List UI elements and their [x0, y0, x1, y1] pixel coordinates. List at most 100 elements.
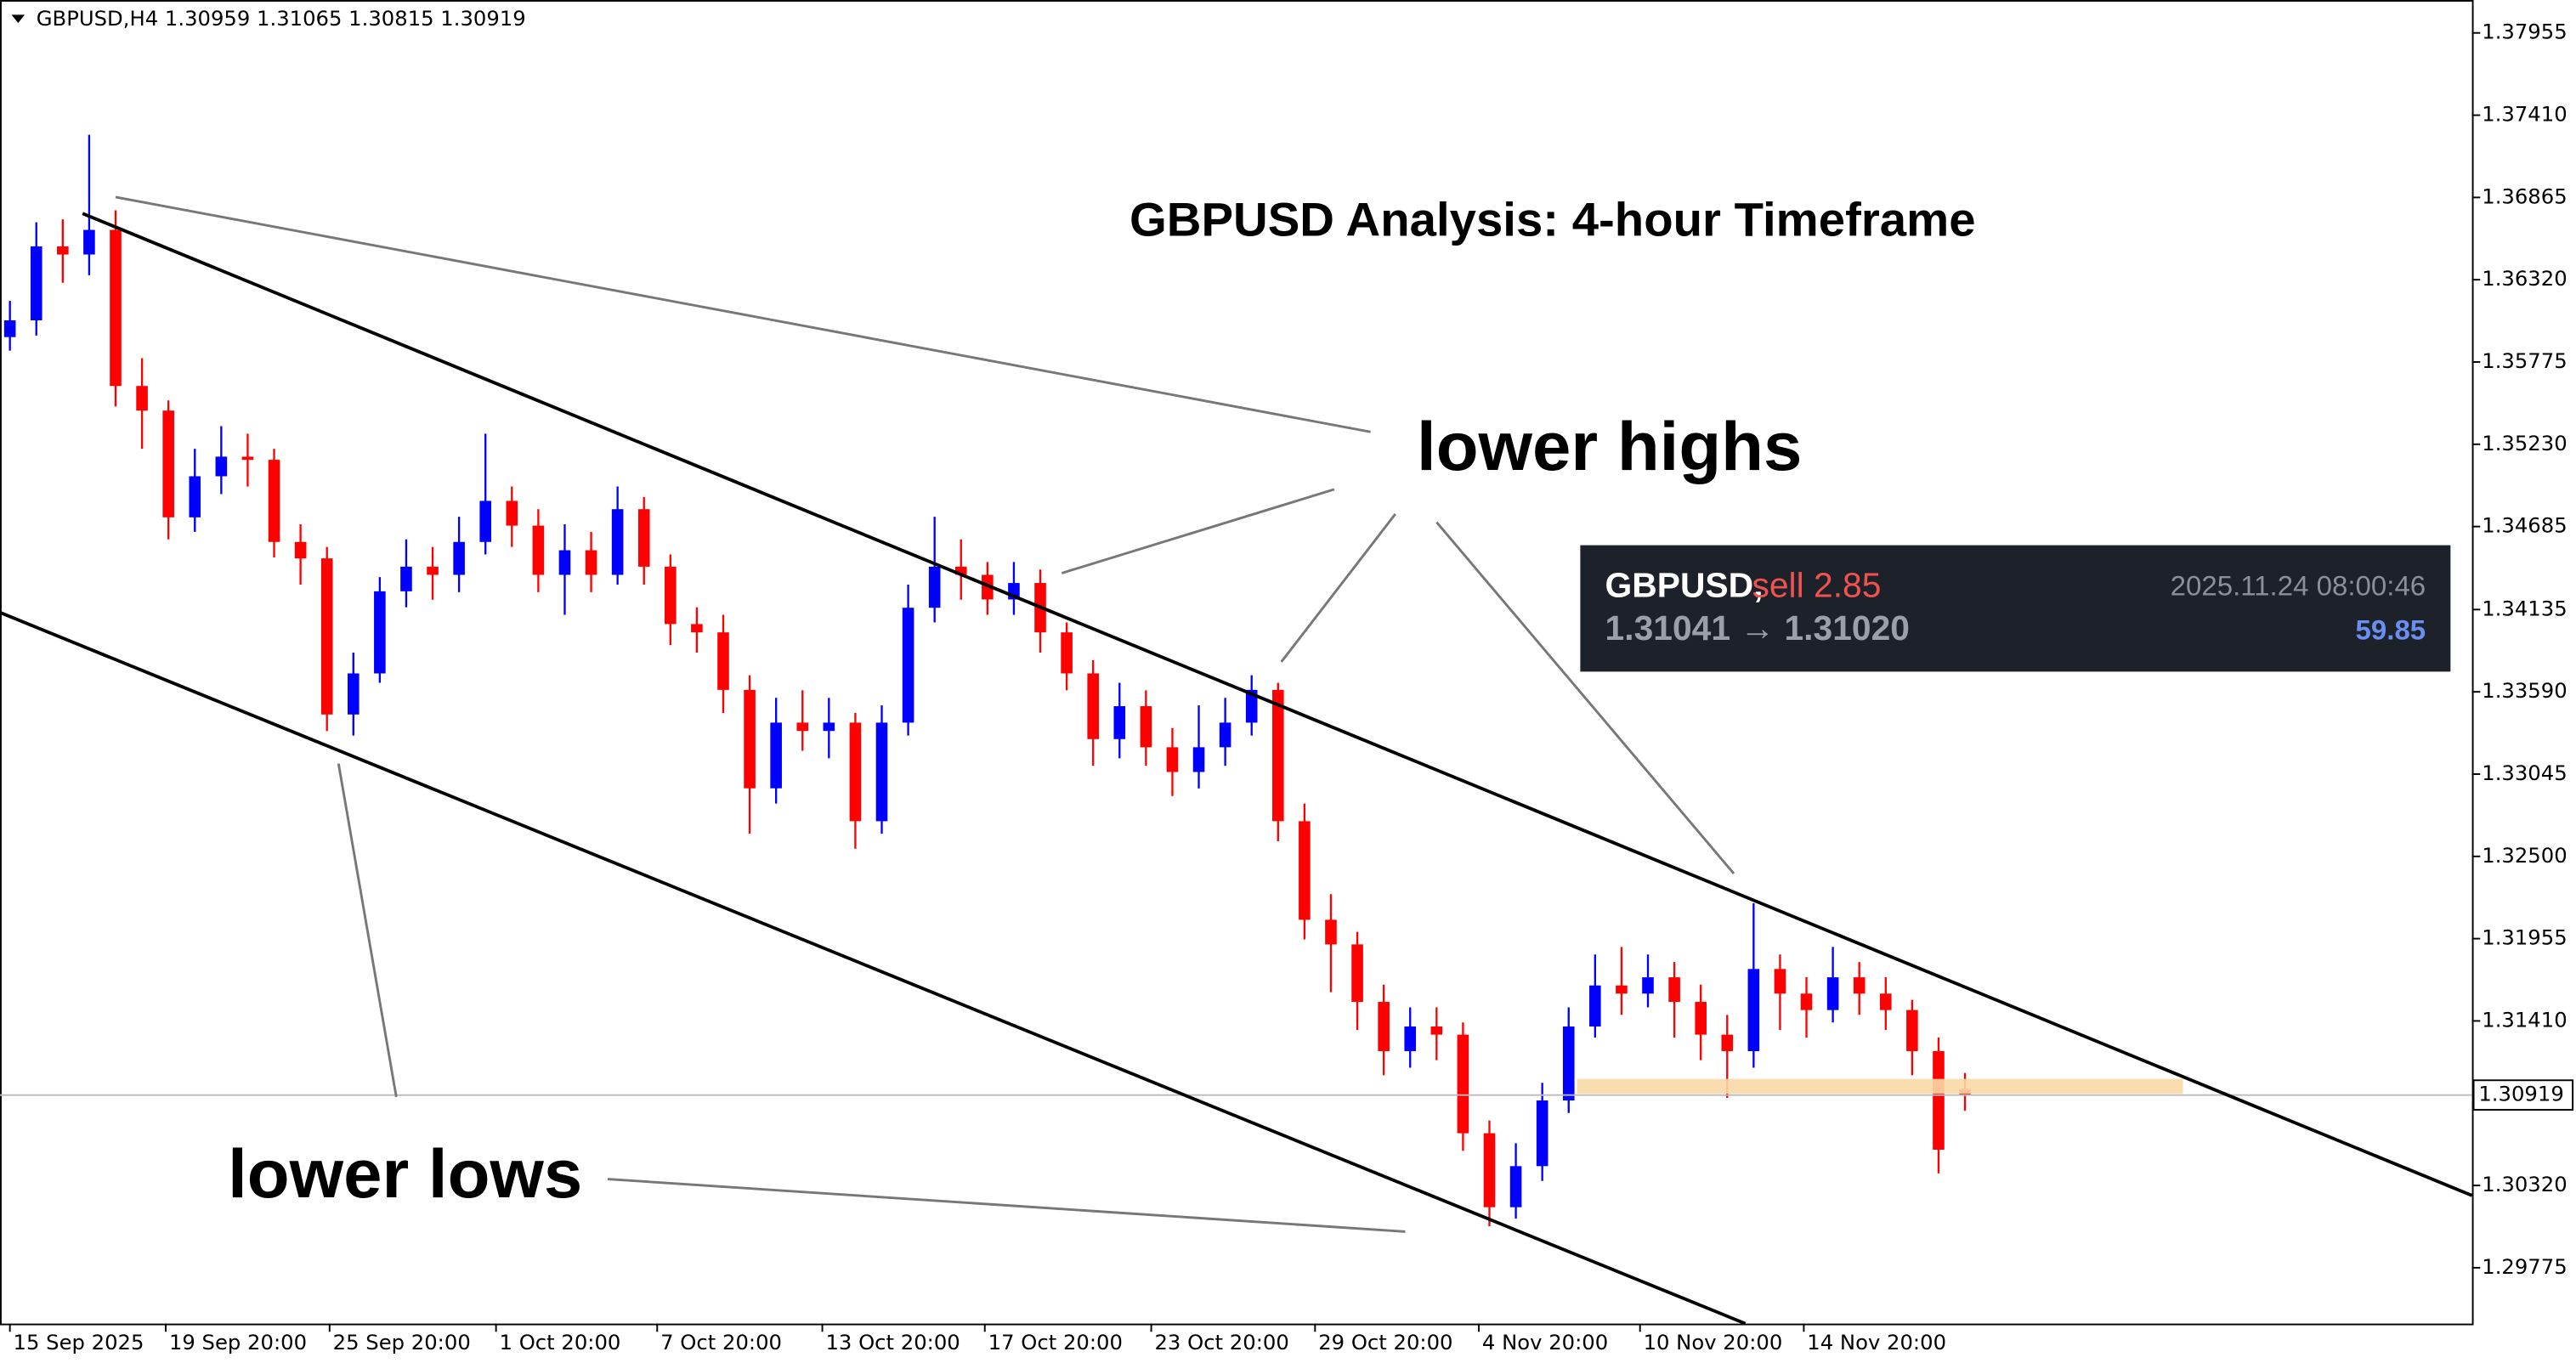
- candle-body: [1061, 632, 1073, 674]
- panel-background: [1580, 545, 2451, 672]
- candle-body: [875, 722, 888, 822]
- y-tick-label: 1.31410: [2482, 1008, 2567, 1032]
- y-tick-label: 1.35775: [2482, 349, 2567, 373]
- candle-body: [1166, 747, 1179, 772]
- candle-body: [57, 246, 69, 255]
- candle-body: [110, 229, 122, 387]
- candle-body: [1721, 1034, 1734, 1051]
- current-price-label: 1.30919: [2478, 1083, 2563, 1106]
- candle-body: [215, 456, 228, 477]
- x-tick-label: 1 Oct 20:00: [500, 1331, 621, 1355]
- plot: [0, 134, 2472, 1227]
- candle-body: [1747, 969, 1760, 1051]
- candle-body: [1800, 993, 1813, 1010]
- candle-body: [928, 566, 941, 608]
- candle-body: [1140, 706, 1152, 748]
- candle-body: [1483, 1133, 1496, 1207]
- pointers: [115, 195, 1735, 1233]
- candle-body: [637, 509, 650, 567]
- candle-body: [1404, 1026, 1417, 1051]
- panel-prices: 1.31041 → 1.31020: [1605, 608, 1910, 648]
- candle-body: [1087, 673, 1099, 739]
- candle-body: [136, 386, 148, 411]
- x-tick-label: 23 Oct 20:00: [1154, 1331, 1288, 1355]
- candle-body: [796, 722, 809, 732]
- candle-body: [849, 722, 862, 822]
- channel-lower: [0, 611, 1747, 1326]
- x-tick-label: 4 Nov 20:00: [1482, 1331, 1608, 1355]
- chart-title: GBPUSD Analysis: 4-hour Timeframe: [1129, 193, 1976, 246]
- candle-body: [1272, 689, 1284, 822]
- resistance-zone: [1577, 1078, 2183, 1094]
- candle-body: [1245, 689, 1258, 723]
- y-tick-label: 1.32500: [2482, 844, 2567, 868]
- x-tick-label: 10 Nov 20:00: [1644, 1331, 1783, 1355]
- candle-body: [1589, 985, 1601, 1027]
- x-tick-label: 19 Sep 20:00: [169, 1331, 307, 1355]
- candle-body: [374, 591, 386, 674]
- candle-body: [268, 460, 280, 542]
- chart-header: GBPUSD,H4 1.30959 1.31065 1.30815 1.3091…: [37, 7, 526, 31]
- candle-body: [1536, 1100, 1548, 1167]
- candle-body: [1562, 1026, 1575, 1101]
- candle-body: [347, 673, 360, 715]
- candle-body: [1325, 919, 1337, 945]
- candle-body: [30, 246, 42, 320]
- header-icon: [11, 14, 25, 24]
- x-tick-label: 25 Sep 20:00: [333, 1331, 471, 1355]
- candle-body: [954, 566, 967, 575]
- candle-body: [1457, 1034, 1469, 1134]
- y-tick-label: 1.37955: [2482, 20, 2567, 44]
- candle-body: [1695, 1002, 1707, 1035]
- annotation: lower lows: [228, 1135, 582, 1213]
- candle-body: [479, 501, 492, 542]
- candle-body: [83, 229, 95, 255]
- x-tick-label: 7 Oct 20:00: [660, 1331, 782, 1355]
- candle-body: [744, 689, 756, 789]
- candle-body: [585, 550, 597, 575]
- candle-body: [1879, 993, 1892, 1010]
- channel-upper: [82, 212, 2473, 1197]
- candle-body: [823, 722, 835, 732]
- panel-profit: 59.85: [2356, 614, 2426, 646]
- candle-body: [1668, 977, 1680, 1003]
- candle-body: [162, 410, 174, 517]
- y-tick-label: 1.34135: [2482, 597, 2567, 620]
- y-tick-label: 1.36320: [2482, 267, 2567, 291]
- candle-body: [189, 476, 201, 517]
- candle-body: [1853, 977, 1865, 994]
- y-tick-label: 1.31955: [2482, 926, 2567, 950]
- annotation: lower highs: [1417, 408, 1802, 485]
- x-tick-label: 15 Sep 2025: [14, 1331, 144, 1355]
- plot-frame: [0, 0, 2474, 1326]
- candle-body: [1378, 1002, 1390, 1051]
- candle-body: [532, 525, 545, 575]
- candle-body: [294, 541, 307, 559]
- panel-time: 2025.11.24 08:00:46: [2171, 570, 2426, 602]
- candle-body: [1430, 1026, 1443, 1035]
- candle-body: [1826, 977, 1839, 1010]
- y-tick-label: 1.37410: [2482, 103, 2567, 127]
- y-tick-label: 1.30320: [2482, 1173, 2567, 1196]
- pointer-line: [607, 1178, 1406, 1233]
- candle-body: [427, 566, 439, 575]
- candle-body: [1299, 821, 1311, 920]
- pointer-line: [1280, 513, 1396, 663]
- candle-body: [1933, 1050, 1945, 1150]
- candle-body: [506, 501, 518, 526]
- candle-body: [558, 550, 571, 575]
- candle-body: [1219, 722, 1231, 748]
- pointer-line: [1061, 488, 1335, 574]
- candle-body: [1616, 985, 1628, 994]
- candle-body: [3, 320, 16, 337]
- candle-body: [453, 541, 465, 575]
- y-tick-label: 1.33045: [2482, 761, 2567, 785]
- candle-body: [320, 558, 333, 715]
- y-tick-label: 1.34685: [2482, 514, 2567, 538]
- x-tick-label: 13 Oct 20:00: [825, 1331, 960, 1355]
- y-tick-label: 1.35230: [2482, 432, 2567, 455]
- current-price-box: [2472, 1079, 2574, 1111]
- candle-body: [691, 624, 703, 633]
